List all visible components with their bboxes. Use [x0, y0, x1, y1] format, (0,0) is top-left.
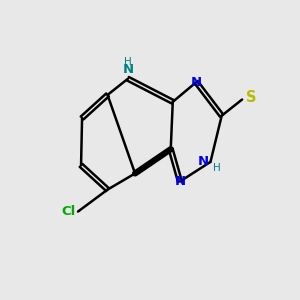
Text: N: N: [122, 63, 134, 76]
Text: Cl: Cl: [61, 205, 76, 218]
Text: N: N: [198, 155, 209, 168]
Text: N: N: [174, 175, 185, 188]
Text: H: H: [213, 163, 221, 173]
Text: H: H: [124, 57, 132, 67]
Text: S: S: [245, 90, 256, 105]
Text: N: N: [191, 76, 202, 89]
